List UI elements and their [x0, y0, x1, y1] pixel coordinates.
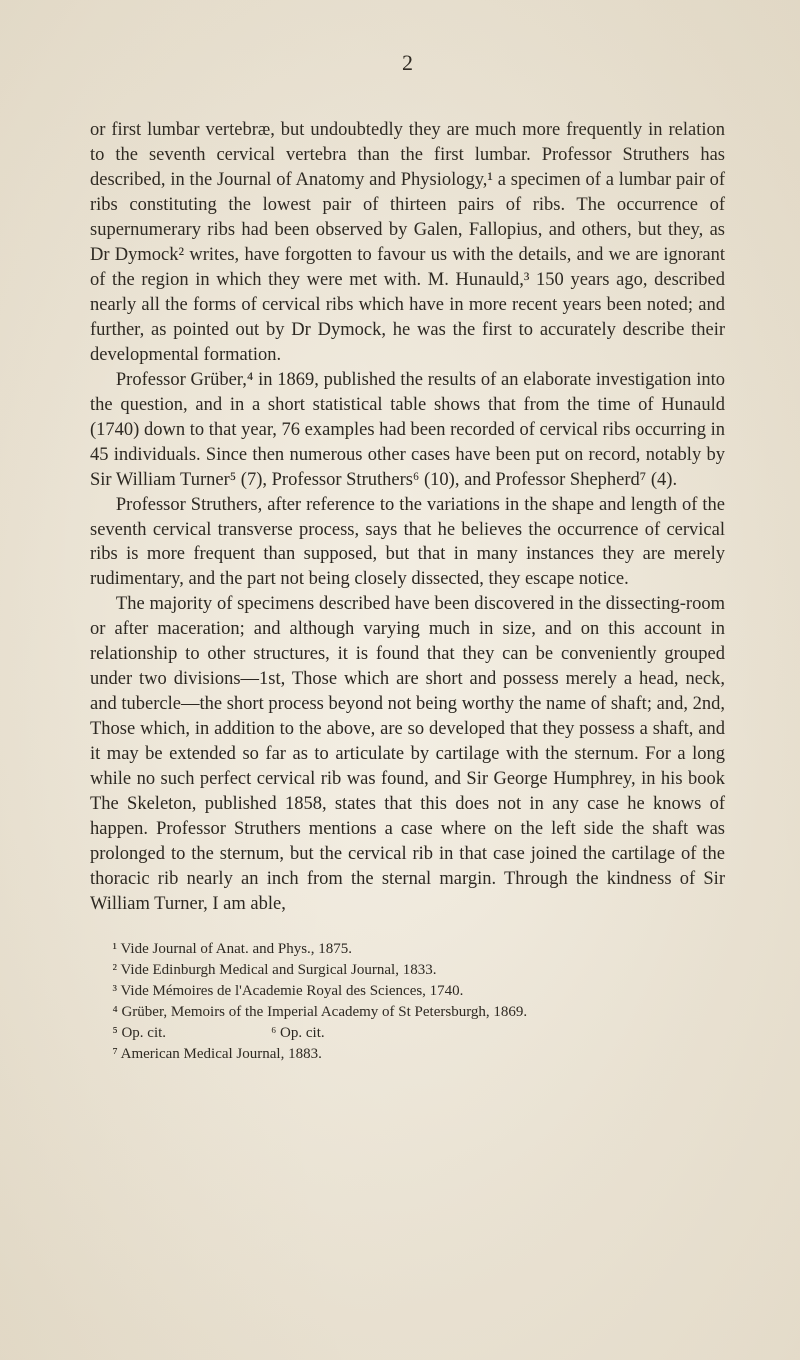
footnote-7: ⁷ American Medical Journal, 1883. [90, 1044, 725, 1065]
paragraph-4: The majority of specimens described have… [90, 592, 725, 917]
paragraph-2: Professor Grüber,⁴ in 1869, published th… [90, 368, 725, 493]
paragraph-1: or first lumbar vertebræ, but undoubtedl… [90, 118, 725, 368]
footnote-5: ⁵ Op. cit. ⁶ Op. cit. [90, 1023, 725, 1044]
body-text: or first lumbar vertebræ, but undoubtedl… [90, 118, 725, 917]
page-number: 2 [90, 50, 725, 76]
footnote-1: ¹ Vide Journal of Anat. and Phys., 1875. [90, 939, 725, 960]
footnotes: ¹ Vide Journal of Anat. and Phys., 1875.… [90, 939, 725, 1065]
paragraph-3: Professor Struthers, after reference to … [90, 493, 725, 593]
footnote-3: ³ Vide Mémoires de l'Academie Royal des … [90, 981, 725, 1002]
footnote-4: ⁴ Grüber, Memoirs of the Imperial Academ… [90, 1002, 725, 1023]
footnote-2: ² Vide Edinburgh Medical and Surgical Jo… [90, 960, 725, 981]
